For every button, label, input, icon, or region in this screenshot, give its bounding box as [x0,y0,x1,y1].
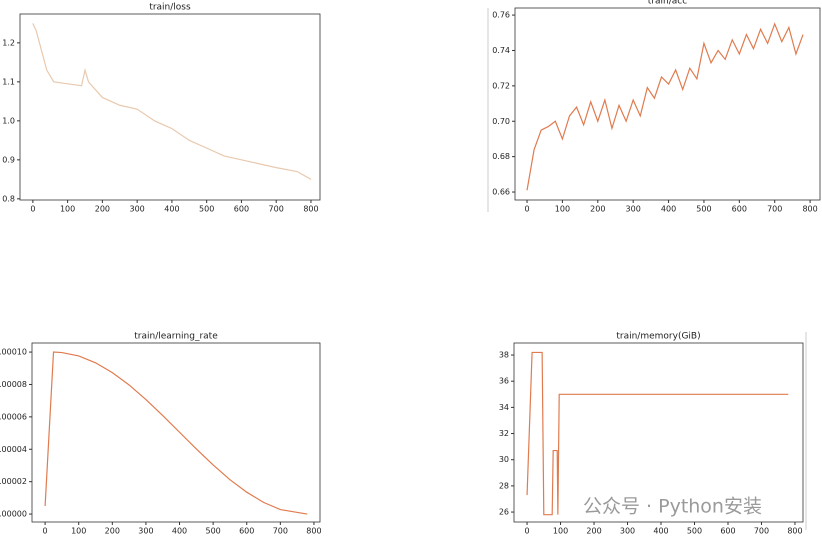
plot-frame [19,13,321,201]
x-tick-label: 800 [802,205,817,214]
x-tick-label: 300 [626,205,641,214]
y-tick-label: 0.00008 [0,380,27,389]
chart-title: train/memory(GiB) [616,332,700,342]
y-tick-label: 0.74 [492,46,510,55]
y-tick-label: 38 [499,351,509,360]
y-tick-label: 0.00000 [0,510,27,519]
y-tick-label: 30 [499,455,509,464]
x-tick-label: 300 [620,527,635,536]
plot-frame [31,342,321,523]
y-tick-label: 0.76 [492,11,510,20]
x-tick-label: 700 [269,205,284,214]
line [526,351,789,516]
x-tick-label: 300 [130,205,145,214]
x-tick-label: 0 [43,527,48,536]
plot-frame [514,7,821,201]
y-tick-label: 28 [499,481,509,490]
x-tick-label: 100 [71,527,86,536]
x-tick-label: 100 [60,205,75,214]
y-tick-label: 0.8 [2,194,15,203]
line [32,23,312,180]
x-tick-label: 100 [555,205,570,214]
x-tick-label: 700 [767,205,782,214]
x-tick-label: 600 [239,527,254,536]
x-tick-label: 100 [553,527,568,536]
x-tick-label: 600 [732,205,747,214]
x-tick-label: 200 [95,205,110,214]
y-tick-label: 32 [499,429,509,438]
y-tick-label: 0.00010 [0,348,27,357]
y-tick-label: 0.00004 [0,445,27,454]
chart-title: train/learning_rate [134,332,218,342]
x-tick-label: 500 [199,205,214,214]
x-tick-label: 700 [754,527,769,536]
x-tick-label: 400 [164,205,179,214]
y-tick-label: 1.1 [2,77,15,86]
x-tick-label: 800 [306,527,321,536]
x-tick-label: 600 [720,527,735,536]
plot-frame [513,342,804,523]
x-tick-label: 200 [105,527,120,536]
y-tick-label: 0.9 [2,155,15,164]
x-tick-label: 500 [696,205,711,214]
x-tick-label: 0 [30,205,35,214]
line [44,351,308,515]
x-tick-label: 800 [303,205,318,214]
y-tick-label: 0.00002 [0,477,27,486]
y-tick-label: 0.66 [492,188,510,197]
line [526,22,804,191]
y-tick-label: 0.00006 [0,412,27,421]
x-tick-label: 200 [586,527,601,536]
x-tick-label: 800 [787,527,802,536]
y-tick-label: 1.2 [2,38,15,47]
x-tick-label: 600 [234,205,249,214]
x-tick-label: 500 [687,527,702,536]
x-tick-label: 300 [138,527,153,536]
x-tick-label: 700 [273,527,288,536]
chart-title: train/acc [648,0,687,7]
y-tick-label: 36 [499,377,509,386]
x-tick-label: 400 [653,527,668,536]
y-tick-label: 34 [499,403,509,412]
watermark: 公众号 · Python安装 [583,496,762,518]
x-tick-label: 400 [172,527,187,536]
chart-title: train/loss [149,3,191,13]
y-tick-label: 0.70 [492,117,510,126]
x-tick-label: 200 [590,205,605,214]
x-tick-label: 400 [661,205,676,214]
x-tick-label: 0 [524,205,529,214]
x-tick-label: 0 [525,527,530,536]
y-tick-label: 26 [499,508,509,517]
y-tick-label: 1.0 [2,116,15,125]
x-tick-label: 500 [205,527,220,536]
y-tick-label: 0.72 [492,81,510,90]
y-tick-label: 0.68 [492,152,510,161]
